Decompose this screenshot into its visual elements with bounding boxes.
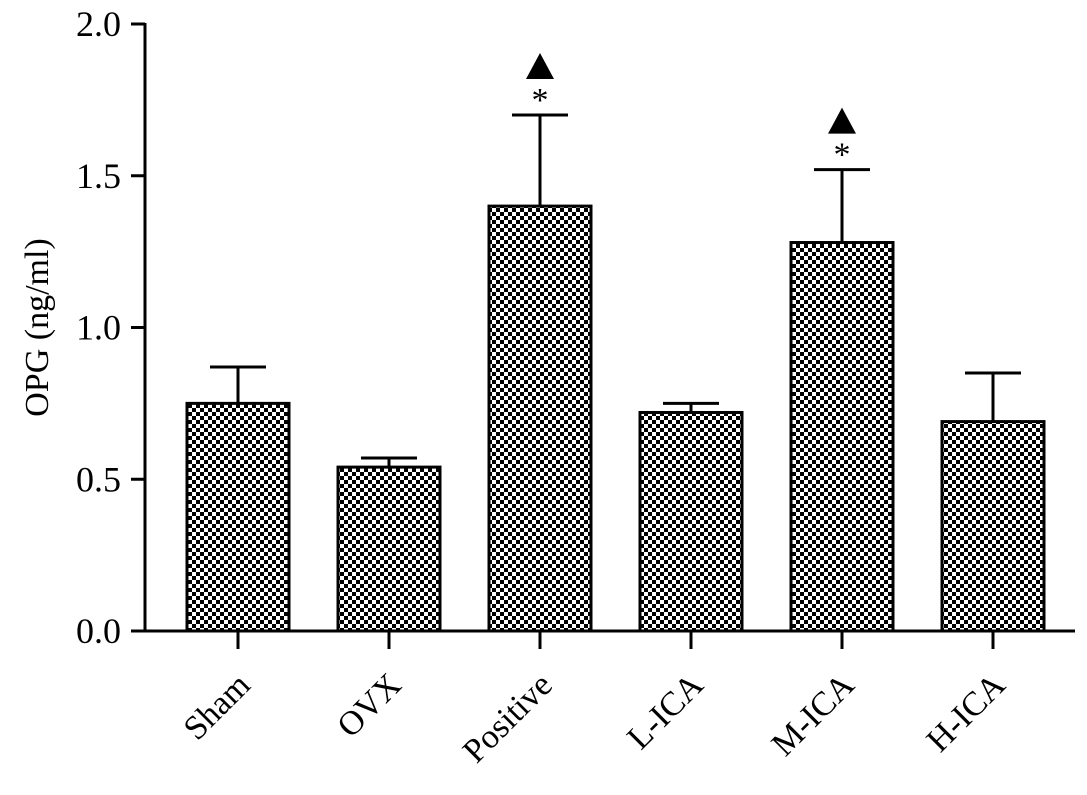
x-tick-label-positive: Positive <box>456 666 560 770</box>
bar-positive <box>487 204 593 633</box>
x-tick-label-sham: Sham <box>177 666 258 747</box>
x-tick-label-ovx: OVX <box>330 666 408 744</box>
y-tick-label: 2.0 <box>76 4 121 44</box>
error-bar-m-ica <box>814 168 870 243</box>
bar-sham <box>185 401 291 633</box>
y-axis-title: OPG (ng/ml) <box>19 238 56 417</box>
x-tick-label-l-ica: L-ICA <box>620 666 711 757</box>
y-tick-label: 0.5 <box>76 459 121 499</box>
bar-l-ica <box>638 410 744 633</box>
bar-m-ica <box>789 241 895 633</box>
y-tick-label: 0.0 <box>76 611 121 651</box>
x-tick-label-h-ica: H-ICA <box>920 666 1013 759</box>
asterisk-marker: * <box>532 82 549 119</box>
error-bar-h-ica <box>965 371 1021 422</box>
significance-positive: * <box>526 53 554 119</box>
error-bar-sham <box>210 365 266 404</box>
bars-group <box>185 204 1046 633</box>
error-bars-group <box>210 113 1021 468</box>
error-bar-positive <box>512 113 568 207</box>
bar-h-ica <box>940 420 1046 633</box>
y-tick-label: 1.0 <box>76 308 121 348</box>
error-bar-ovx <box>361 456 417 468</box>
x-tick-label-m-ica: M-ICA <box>765 666 862 763</box>
significance-annotations: ** <box>526 53 856 174</box>
bar-ovx <box>336 465 442 633</box>
error-bar-l-ica <box>663 401 719 413</box>
y-axis-ticks: 0.0 0.5 1.0 1.5 2.0 <box>76 4 145 651</box>
y-tick-label: 1.5 <box>76 156 121 196</box>
asterisk-marker: * <box>834 137 851 174</box>
triangle-marker-icon <box>828 107 856 134</box>
significance-m-ica: * <box>828 107 856 174</box>
triangle-marker-icon <box>526 53 554 80</box>
x-axis-labels: Sham OVX Positive L-ICA M-ICA H-ICA <box>177 631 1013 770</box>
